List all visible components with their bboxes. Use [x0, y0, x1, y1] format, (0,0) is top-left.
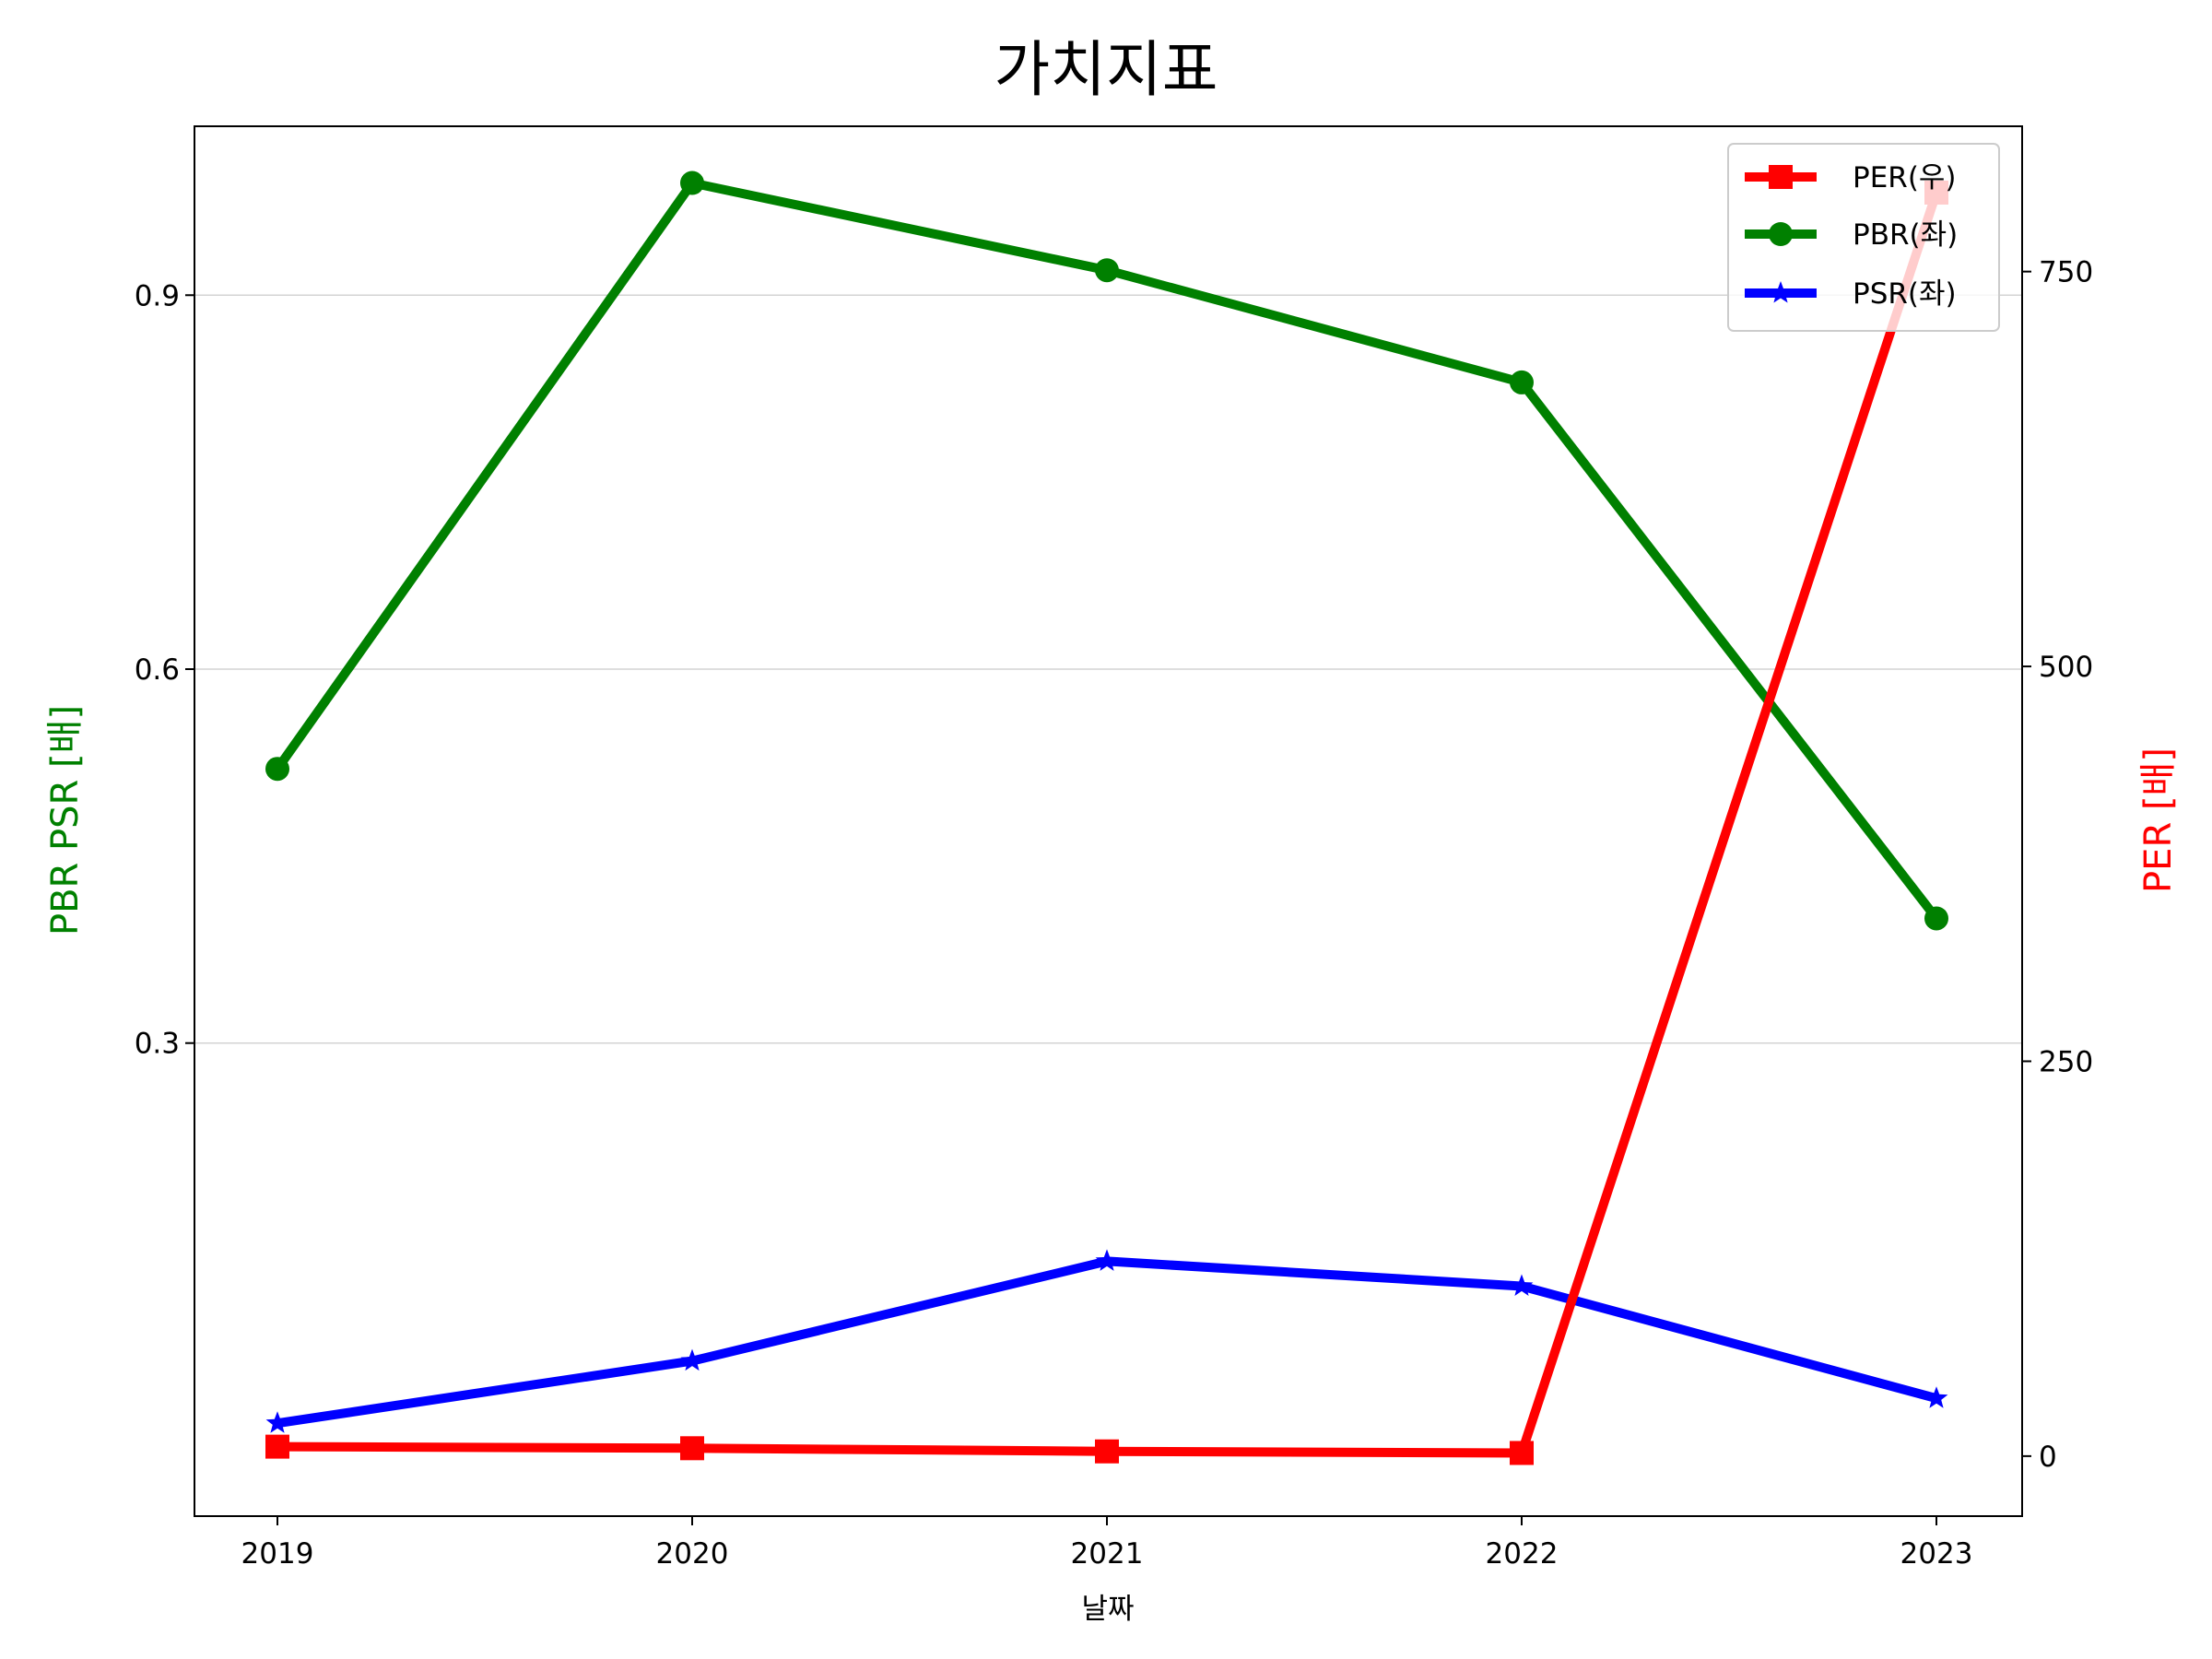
data-point-per [265, 1434, 289, 1459]
legend-box [1727, 143, 2000, 332]
x-tick-label: 2023 [1900, 1537, 1973, 1571]
legend-label-pbr: PBR(좌) [1853, 218, 1958, 252]
data-point-per [1095, 1439, 1119, 1464]
chart-title: 가치지표 [994, 34, 1218, 105]
right-tick-label: 0 [2039, 1441, 2057, 1474]
data-point-per [680, 1436, 704, 1461]
legend-marker-psr [1769, 281, 1793, 303]
right-tick-label: 250 [2039, 1045, 2093, 1078]
data-point-psr [1095, 1249, 1119, 1271]
data-point-pbr [1510, 370, 1534, 394]
right-tick-label: 500 [2039, 651, 2093, 684]
data-point-psr [265, 1411, 289, 1433]
right-axis-ticks: 0 250 500 750 [2022, 256, 2093, 1474]
data-point-pbr [680, 171, 704, 195]
x-axis-ticks: 2019 2020 2021 2022 2023 [241, 1516, 1973, 1571]
right-y-axis-label: PER [배] [2137, 747, 2180, 893]
data-point-psr [680, 1348, 704, 1371]
x-tick-label: 2019 [241, 1537, 314, 1571]
plot-area-frame [194, 125, 2023, 1517]
data-point-pbr [1924, 906, 1948, 931]
left-y-axis-label: PBR PSR [배] [44, 705, 87, 935]
right-tick-label: 750 [2039, 256, 2093, 289]
left-axis-ticks: 0.3 0.6 0.9 [135, 279, 194, 1061]
legend: PER(우) PBR(좌) PSR(좌) [1727, 143, 2000, 332]
data-point-psr [1924, 1386, 1948, 1408]
x-tick-label: 2020 [656, 1537, 729, 1571]
data-point-psr [1510, 1274, 1534, 1296]
data-point-per [1510, 1441, 1534, 1465]
legend-label-psr: PSR(좌) [1853, 277, 1957, 311]
data-point-pbr [265, 757, 289, 782]
series-psr [265, 1249, 1948, 1433]
series-layer [265, 171, 1948, 1465]
legend-marker-pbr [1769, 222, 1793, 246]
series-pbr [265, 171, 1948, 931]
x-tick-label: 2021 [1071, 1537, 1144, 1571]
left-tick-label: 0.3 [135, 1028, 180, 1061]
legend-label-per: PER(우) [1853, 161, 1957, 194]
left-tick-label: 0.9 [135, 279, 180, 312]
x-tick-label: 2022 [1486, 1537, 1559, 1571]
legend-marker-per [1769, 165, 1793, 189]
data-point-pbr [1095, 258, 1119, 283]
grid-lines [194, 294, 2022, 1044]
left-tick-label: 0.6 [135, 653, 180, 687]
x-axis-label: 날짜 [1081, 1593, 1134, 1626]
